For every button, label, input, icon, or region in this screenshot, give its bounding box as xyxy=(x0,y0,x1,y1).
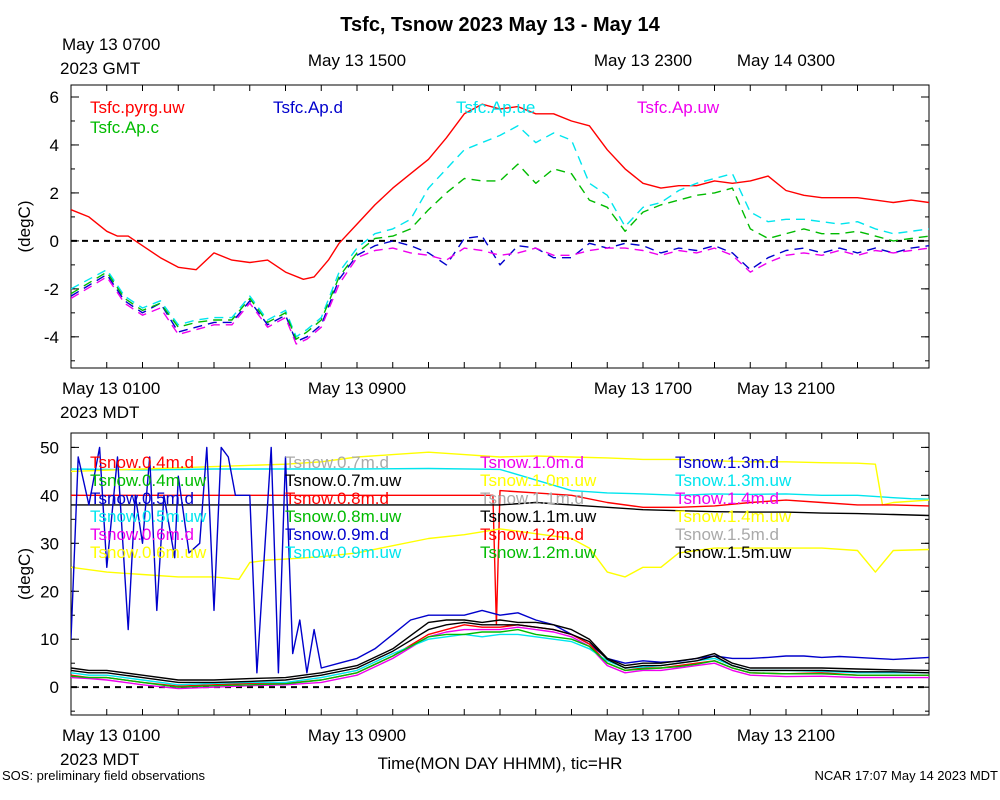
series-tsnow-0-5m-d xyxy=(71,446,929,674)
legend-tsnow-1-0m-uw: Tsnow.1.0m.uw xyxy=(480,471,597,490)
top-ytick-label: 4 xyxy=(50,136,59,155)
panel-top: -4 -2 0 2 4 6 (degC) Tsfc.pyrg.uw Tsfc.Ap.d Tsfc.… xyxy=(15,35,930,422)
footer-right-note: NCAR 17:07 May 14 2023 MDT xyxy=(814,768,998,783)
top-ytick-label: 6 xyxy=(50,88,59,107)
legend-tsnow-1-2m-uw: Tsnow.1.2m.uw xyxy=(480,543,597,562)
top-mdt-time-label: May 13 2100 xyxy=(737,379,835,398)
top-mdt-year-label: 2023 MDT xyxy=(60,403,139,422)
top-gmt-time-label: May 14 0300 xyxy=(737,51,835,70)
legend-tsnow-0-5m-uw: Tsnow.0.5m.uw xyxy=(90,507,207,526)
series-tsnow-1-1m-uw xyxy=(71,501,929,517)
series-tsnow-0-9m-uw xyxy=(71,633,929,686)
top-ytick-label: 2 xyxy=(50,184,59,203)
bottom-ytick-label: 50 xyxy=(40,438,59,457)
legend-tsnow-0-4m-uw: Tsnow.0.4m.uw xyxy=(90,471,207,490)
top-ytick-label: -4 xyxy=(44,328,59,347)
legend-tsnow-0-8m-d: Tsnow.0.8m.d xyxy=(285,489,389,508)
panel-bottom: 0 10 20 30 40 50 (degC) Tsnow.0.4m.dTsnow.0.4m.… xyxy=(15,432,930,769)
legend-tsnow-0-4m-d: Tsnow.0.4m.d xyxy=(90,453,194,472)
series-tsnow-1-2m-uw xyxy=(71,628,929,688)
series-tsfc-ap-c xyxy=(71,163,929,340)
legend-tsnow-0-9m-uw: Tsnow.0.9m.uw xyxy=(285,543,402,562)
legend-tsfc-ap-c: Tsfc.Ap.c xyxy=(90,118,159,137)
legend-tsfc-ap-uw: Tsfc.Ap.uw xyxy=(637,98,720,117)
footer-left-note: SOS: preliminary field observations xyxy=(2,768,206,783)
top-gmt-time-label: May 13 1500 xyxy=(308,51,406,70)
bottom-mdt-time-label: May 13 0100 xyxy=(62,726,160,745)
legend-tsnow-0-9m-d: Tsnow.0.9m.d xyxy=(285,525,389,544)
top-ylabel: (degC) xyxy=(15,201,34,253)
bottom-mdt-time-label: May 13 1700 xyxy=(594,726,692,745)
series-tsnow-0-6m-d xyxy=(71,626,929,690)
top-mdt-time-label: May 13 0100 xyxy=(62,379,160,398)
top-ytick-label: -2 xyxy=(44,280,59,299)
chart-title: Tsfc, Tsnow 2023 May 13 - May 14 xyxy=(340,14,660,36)
top-gmt-year-label: 2023 GMT xyxy=(60,59,140,78)
series-tsnow-0-7m-uw xyxy=(71,619,929,681)
legend-tsnow-1-1m-uw: Tsnow.1.1m.uw xyxy=(480,507,597,526)
x-axis-label: Time(MON DAY HHMM), tic=HR xyxy=(377,754,623,773)
bottom-ytick-label: 30 xyxy=(40,534,59,553)
legend-tsnow-1-4m-d: Tsnow.1.4m.d xyxy=(675,489,779,508)
legend-tsnow-1-2m-d: Tsnow.1.2m.d xyxy=(480,525,584,544)
series-tsfc-pyrg-uw xyxy=(71,103,929,280)
bottom-ylabel: (degC) xyxy=(15,548,34,600)
legend-tsnow-1-4m-uw: Tsnow.1.4m.uw xyxy=(675,507,792,526)
legend-tsnow-1-3m-d: Tsnow.1.3m.d xyxy=(675,453,779,472)
top-mdt-time-label: May 13 1700 xyxy=(594,379,692,398)
series-tsfc-ap-d xyxy=(71,235,929,343)
legend-tsnow-1-5m-uw: Tsnow.1.5m.uw xyxy=(675,543,792,562)
bottom-ytick-label: 20 xyxy=(40,582,59,601)
series-tsnow-1-2m-d xyxy=(71,489,929,626)
legend-tsnow-1-3m-uw: Tsnow.1.3m.uw xyxy=(675,471,792,490)
top-gmt-time-label: May 13 0700 xyxy=(62,35,160,54)
top-gmt-time-label: May 13 2300 xyxy=(594,51,692,70)
bottom-mdt-year-label: 2023 MDT xyxy=(60,750,139,769)
bottom-ytick-label: 10 xyxy=(40,630,59,649)
legend-tsnow-0-8m-uw: Tsnow.0.8m.uw xyxy=(285,507,402,526)
legend-tsfc-ap-d: Tsfc.Ap.d xyxy=(273,98,343,117)
legend-tsnow-0-7m-d: Tsnow.0.7m.d xyxy=(285,453,389,472)
legend-tsnow-1-5m-d: Tsnow.1.5m.d xyxy=(675,525,779,544)
top-ytick-label: 0 xyxy=(50,232,59,251)
legend-tsnow-0-6m-d: Tsnow.0.6m.d xyxy=(90,525,194,544)
legend-tsfc-ap-ue: Tsfc.Ap.ue xyxy=(456,98,535,117)
bottom-mdt-time-label: May 13 0900 xyxy=(308,726,406,745)
bottom-ytick-label: 0 xyxy=(50,678,59,697)
series-tsnow-0-5m-uw xyxy=(71,528,929,580)
legend-tsfc-pyrg-uw: Tsfc.pyrg.uw xyxy=(90,98,185,117)
legend-tsnow-0-7m-uw: Tsnow.0.7m.uw xyxy=(285,471,402,490)
legend-tsnow-0-6m-uw: Tsnow.0.6m.uw xyxy=(90,543,207,562)
series-tsnow-1-5m-uw xyxy=(71,621,929,684)
bottom-ytick-label: 40 xyxy=(40,486,59,505)
legend-tsnow-0-5m-d: Tsnow.0.5m.d xyxy=(90,489,194,508)
legend-tsnow-1-1m-d: Tsnow.1.1m.d xyxy=(480,489,584,508)
legend-tsnow-1-0m-d: Tsnow.1.0m.d xyxy=(480,453,584,472)
top-mdt-time-label: May 13 0900 xyxy=(308,379,406,398)
series-tsfc-ap-ue xyxy=(71,125,929,338)
bottom-mdt-time-label: May 13 2100 xyxy=(737,726,835,745)
series-tsfc-ap-uw xyxy=(71,247,929,345)
series-tsnow-1-4m-uw xyxy=(71,451,929,506)
